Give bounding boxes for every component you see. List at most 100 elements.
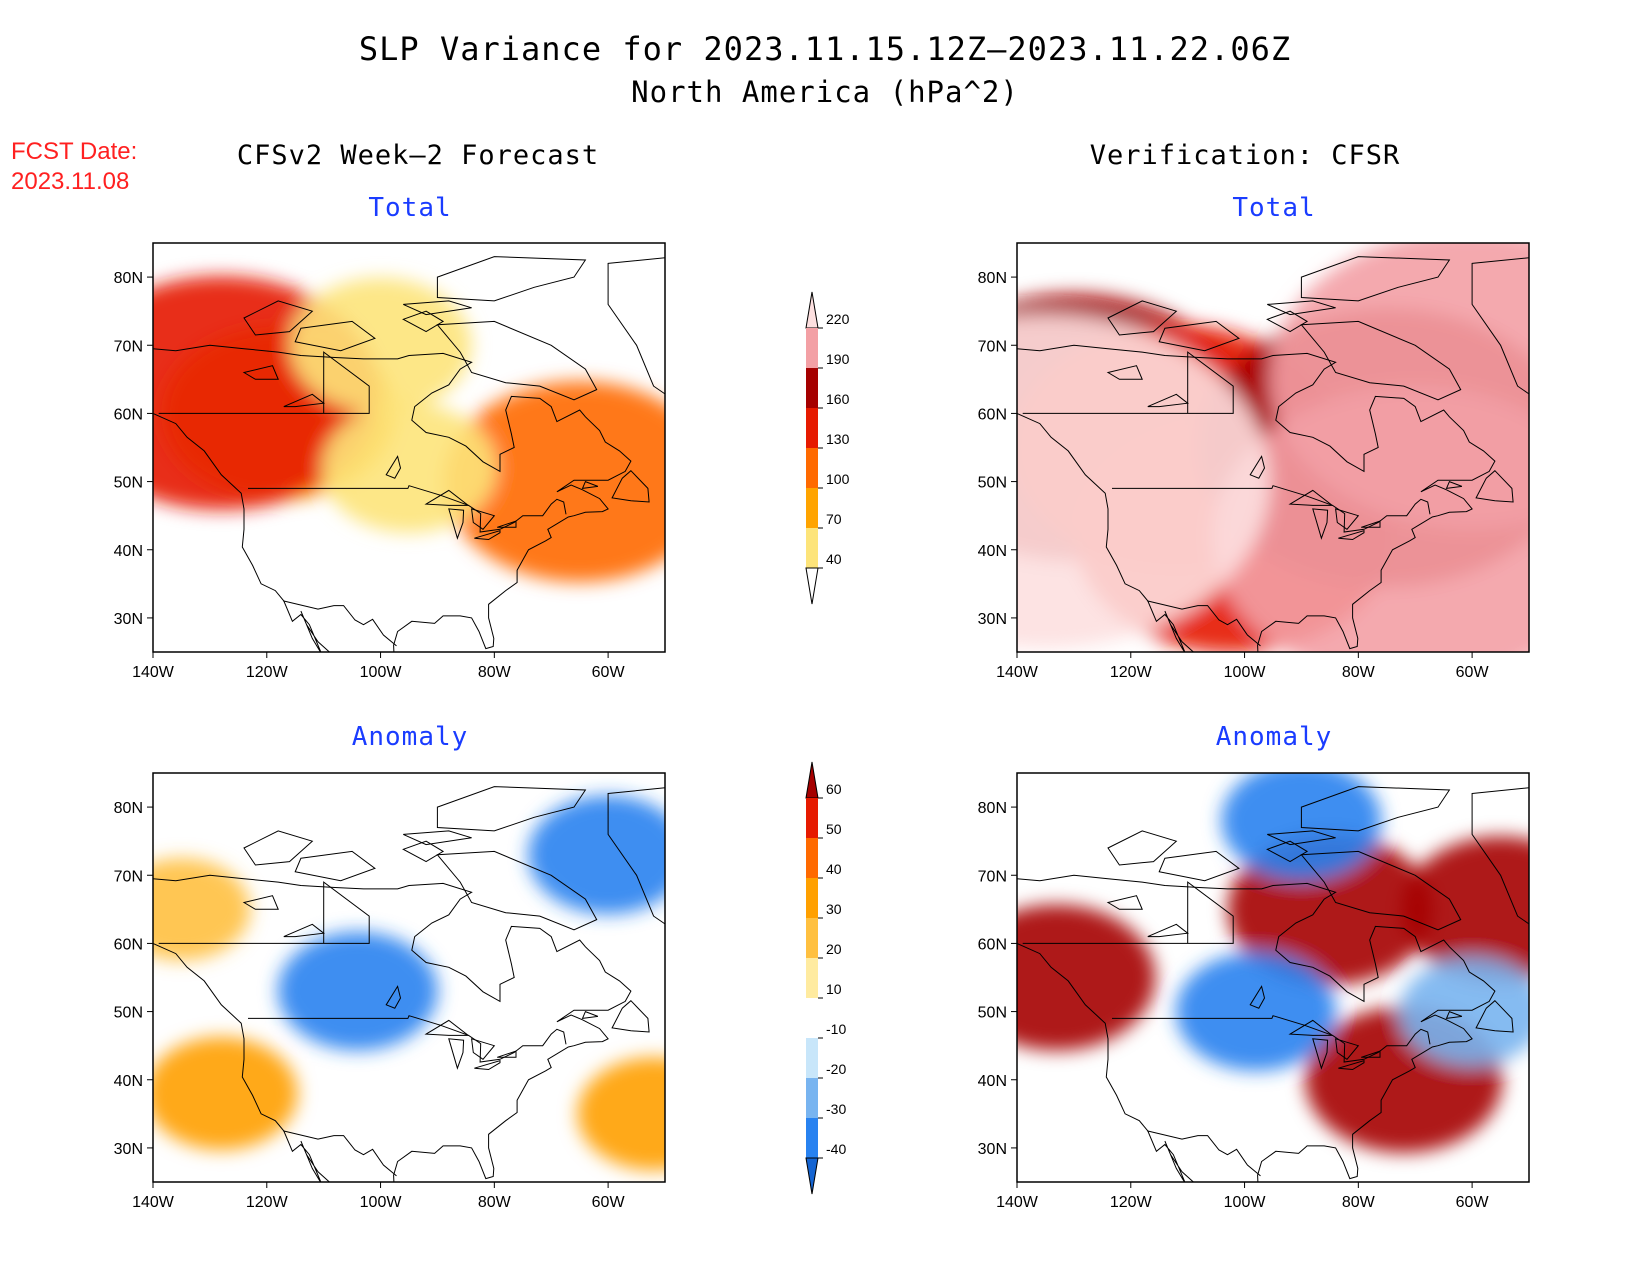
lat-tick-label: 30N xyxy=(978,1141,1007,1158)
colorbar-segment xyxy=(806,488,818,528)
lon-tick-label: 100W xyxy=(360,1194,403,1211)
colorbar-label: 190 xyxy=(826,351,850,367)
island xyxy=(611,1000,650,1033)
colorbar-label: 130 xyxy=(826,431,850,447)
island xyxy=(1445,480,1463,490)
island xyxy=(1300,850,1462,931)
lake xyxy=(385,985,402,1009)
border xyxy=(248,485,567,533)
island xyxy=(1266,310,1309,333)
lake xyxy=(1361,1050,1381,1058)
field-blob xyxy=(1212,386,1529,652)
colorbar-arrow-top xyxy=(805,291,819,329)
colorbar-arrow-bottom xyxy=(805,567,819,605)
lake xyxy=(1338,1060,1365,1071)
border xyxy=(283,600,397,647)
lon-tick-label: 120W xyxy=(246,1194,289,1211)
forecast-date-value: 2023.11.08 xyxy=(11,168,130,195)
field-blob xyxy=(153,858,251,961)
lat-tick-label: 70N xyxy=(114,338,143,355)
coastlines xyxy=(153,786,665,1182)
island xyxy=(403,830,472,846)
lon-tick-label: 120W xyxy=(1110,1194,1153,1211)
island xyxy=(436,786,587,832)
lake xyxy=(1335,1038,1360,1060)
border xyxy=(1022,881,1234,944)
lat-tick-label: 50N xyxy=(114,475,143,492)
colorbar-label: 160 xyxy=(826,391,850,407)
colorbar-label: 70 xyxy=(826,511,842,527)
lake xyxy=(1106,365,1143,380)
lon-tick-label: 120W xyxy=(246,664,289,681)
lat-tick-label: 80N xyxy=(114,800,143,817)
colorbar-label: 50 xyxy=(826,821,842,837)
island xyxy=(1267,830,1336,846)
island xyxy=(1158,320,1240,352)
map-axes: 140W 120W 100W 80W 60W 80N 70N 60N 50N 40N 30N xyxy=(114,800,626,1211)
lon-tick-label: 60W xyxy=(1456,1194,1490,1211)
lat-tick-label: 70N xyxy=(114,868,143,885)
lon-tick-label: 60W xyxy=(592,1194,626,1211)
island xyxy=(243,830,314,866)
panel-title-forecast-total: Total xyxy=(368,193,452,223)
lat-tick-label: 80N xyxy=(114,270,143,287)
lon-tick-label: 60W xyxy=(592,664,626,681)
island xyxy=(1300,786,1451,832)
map-axes: 140W 120W 100W 80W 60W 80N 70N 60N 50N 40N 30N xyxy=(978,270,1490,681)
coastline xyxy=(1017,874,1496,1182)
island xyxy=(1475,1000,1514,1033)
border xyxy=(1022,351,1234,414)
island xyxy=(294,850,376,882)
island xyxy=(1475,470,1514,503)
colorbar-segment xyxy=(806,1078,818,1118)
border xyxy=(1112,1015,1431,1063)
lat-tick-label: 40N xyxy=(978,1073,1007,1090)
island xyxy=(1158,850,1240,882)
field-blob xyxy=(153,1036,298,1150)
lat-tick-label: 60N xyxy=(978,406,1007,423)
panel-title-forecast-anomaly: Anomaly xyxy=(351,722,469,752)
field-blob xyxy=(1175,952,1336,1071)
colorbar-segment xyxy=(806,408,818,448)
colorbar-anomaly: 60 50 40 30 20 10 -10 -20 -30 -40 xyxy=(805,761,846,1195)
coastline xyxy=(153,344,632,652)
map-panel-forecast_total: 140W 120W 100W 80W 60W 80N 70N 60N 50N 40N 30N xyxy=(114,242,666,681)
colorbar-segment xyxy=(806,998,818,1038)
colorbar-segment xyxy=(806,528,818,568)
lat-tick-label: 40N xyxy=(114,1073,143,1090)
border xyxy=(1147,1130,1261,1177)
border xyxy=(1147,600,1261,647)
field-blob xyxy=(321,403,497,533)
field-blob xyxy=(577,1057,665,1171)
panel-title-verification-total: Total xyxy=(1232,193,1316,223)
lon-tick-label: 80W xyxy=(478,1194,512,1211)
lake xyxy=(242,895,279,910)
border xyxy=(283,1130,397,1177)
island xyxy=(1471,257,1529,395)
field-blob xyxy=(528,795,665,915)
island xyxy=(607,787,665,925)
colorbar-label: 220 xyxy=(826,311,850,327)
island xyxy=(1107,300,1178,336)
lake xyxy=(474,1060,501,1071)
coastlines xyxy=(1017,786,1529,1182)
lat-tick-label: 60N xyxy=(114,936,143,953)
island xyxy=(1107,830,1178,866)
island xyxy=(436,850,598,931)
island xyxy=(581,480,599,490)
colorbar-segment xyxy=(806,798,818,838)
colorbar-segment xyxy=(806,448,818,488)
lat-tick-label: 80N xyxy=(978,270,1007,287)
colorbar-label: 40 xyxy=(826,861,842,877)
lon-tick-label: 140W xyxy=(996,1194,1039,1211)
shaded-field xyxy=(1017,773,1529,1153)
island xyxy=(402,310,445,333)
colorbar-segment xyxy=(806,838,818,878)
column-title-forecast: CFSv2 Week—2 Forecast xyxy=(236,140,600,171)
figure-subtitle: North America (hPa^2) xyxy=(631,75,1019,109)
colorbar-segment xyxy=(806,328,818,368)
lat-tick-label: 60N xyxy=(114,406,143,423)
colorbar-arrow-top xyxy=(805,761,819,799)
lat-tick-label: 80N xyxy=(978,800,1007,817)
